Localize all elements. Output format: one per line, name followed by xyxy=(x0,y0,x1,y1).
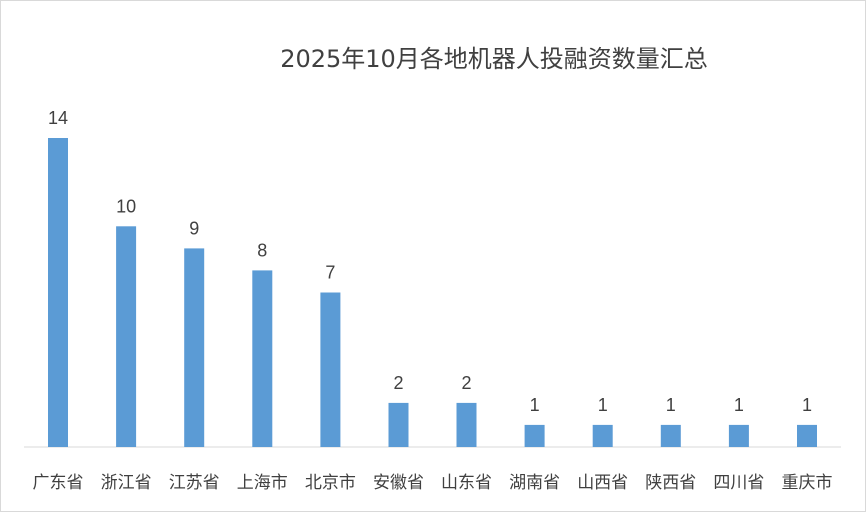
x-tick-label-7: 湖南省 xyxy=(509,473,560,493)
chart-title: 2025年10月各地机器人投融资数量汇总 xyxy=(280,45,708,73)
x-tick-label-11: 重庆市 xyxy=(782,473,833,493)
data-label-5: 2 xyxy=(393,373,403,393)
data-label-2: 9 xyxy=(189,218,199,238)
bar-10 xyxy=(728,424,749,447)
bar-0 xyxy=(48,138,68,447)
x-tick-label-10: 四川省 xyxy=(713,473,764,493)
bar-7 xyxy=(524,424,545,447)
data-label-10: 1 xyxy=(734,395,744,415)
bar-5 xyxy=(388,402,409,447)
bar-2 xyxy=(184,248,205,447)
x-tick-labels: 广东省 浙江省 江苏省 上海市 北京市 安徽省 山东省 湖南省 山西省 陕西省 四川省 重庆市 xyxy=(33,473,833,493)
x-tick-label-2: 江苏省 xyxy=(169,473,220,493)
data-label-6: 2 xyxy=(461,373,471,393)
bar-series xyxy=(48,138,817,447)
data-label-3: 8 xyxy=(257,240,267,260)
x-tick-label-9: 陕西省 xyxy=(645,473,696,493)
data-label-11: 1 xyxy=(802,395,812,415)
bar-8 xyxy=(592,424,613,447)
data-label-7: 1 xyxy=(530,395,540,415)
bar-6 xyxy=(456,402,477,447)
bar-3 xyxy=(252,270,273,447)
x-tick-label-5: 安徽省 xyxy=(373,473,424,493)
x-tick-label-8: 山西省 xyxy=(577,473,628,493)
data-label-1: 10 xyxy=(116,196,136,216)
bar-9 xyxy=(660,424,681,447)
x-tick-label-3: 上海市 xyxy=(237,473,288,493)
x-tick-label-6: 山东省 xyxy=(441,473,492,493)
bar-11 xyxy=(797,424,817,447)
x-tick-label-1: 浙江省 xyxy=(101,473,152,493)
data-label-9: 1 xyxy=(666,395,676,415)
bar-4 xyxy=(320,292,341,447)
data-label-4: 7 xyxy=(325,263,335,283)
data-label-8: 1 xyxy=(598,395,608,415)
x-tick-label-0: 广东省 xyxy=(33,473,84,493)
data-labels: 14 10 9 8 7 2 2 1 1 1 1 1 xyxy=(48,108,812,415)
x-tick-label-4: 北京市 xyxy=(305,473,356,493)
bar-1 xyxy=(116,226,137,447)
data-label-0: 14 xyxy=(48,108,68,128)
